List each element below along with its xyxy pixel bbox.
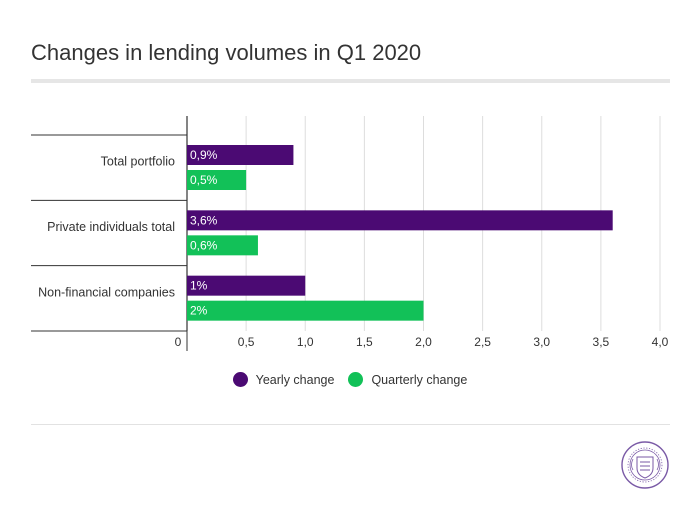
legend-label-quarterly: Quarterly change (371, 372, 468, 387)
category-label: Private individuals total (47, 220, 175, 234)
data-label: 2% (190, 304, 208, 318)
x-tick-label: 2,0 (415, 335, 432, 349)
bar-quarterly (187, 300, 424, 321)
data-label: 0,9% (190, 148, 218, 162)
x-tick-label: 4,0 (652, 335, 669, 349)
bar-yearly (187, 210, 613, 231)
x-tick-label: 3,0 (533, 335, 550, 349)
bar-quarterly (187, 235, 258, 256)
legend-swatch-quarterly (348, 372, 364, 387)
x-tick-label: 0 (175, 335, 182, 349)
legend-swatch-yearly (232, 372, 248, 387)
legend-item-yearly[interactable]: Yearly change (232, 372, 335, 387)
bar-quarterly (187, 170, 247, 190)
legend: Yearly change Quarterly change (0, 372, 700, 387)
x-tick-label: 1,0 (297, 335, 314, 349)
x-tick-label: 0,5 (238, 335, 255, 349)
x-tick-label: 1,5 (356, 335, 373, 349)
data-label: 0,5% (190, 173, 218, 187)
bar-yearly (187, 275, 306, 296)
data-label: 3,6% (190, 213, 218, 227)
legend-label-yearly: Yearly change (255, 372, 335, 387)
x-tick-label: 3,5 (593, 335, 610, 349)
seal-icon (621, 441, 669, 489)
data-label: 1% (190, 279, 208, 293)
data-label: 0,6% (190, 238, 218, 252)
page-title: Changes in lending volumes in Q1 2020 (31, 40, 422, 65)
category-label: Total portfolio (101, 155, 175, 169)
legend-item-quarterly[interactable]: Quarterly change (348, 372, 467, 387)
title-divider (31, 79, 670, 83)
category-label: Non-financial companies (38, 285, 175, 299)
bottom-divider (31, 424, 670, 425)
x-tick-label: 2,5 (474, 335, 491, 349)
bar-yearly (187, 145, 294, 165)
